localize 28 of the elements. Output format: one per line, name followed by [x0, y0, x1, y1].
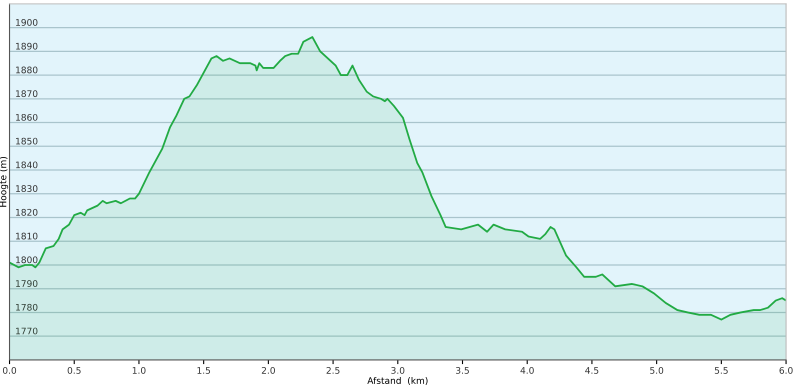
- x-tick-label: 0.0: [2, 367, 16, 374]
- y-tick-label: 1880: [16, 66, 38, 74]
- x-tick-label: 1.0: [132, 367, 146, 374]
- y-tick-label: 1830: [16, 185, 38, 192]
- y-tick-label: 1850: [16, 138, 38, 145]
- x-tick-label: 2.0: [262, 367, 275, 374]
- y-tick-label: 1770: [16, 328, 38, 334]
- y-tick-label: 1900: [16, 19, 38, 26]
- x-axis-title: Afstand (km): [367, 376, 428, 386]
- x-tick-label: 1.5: [197, 367, 210, 374]
- y-tick-label: 1800: [16, 256, 38, 264]
- y-tick-label: 1810: [16, 232, 38, 240]
- x-tick-label: 0.5: [68, 367, 81, 374]
- x-tick-label: 2.5: [326, 367, 340, 374]
- y-tick-label: 1790: [16, 280, 38, 287]
- x-tick-label: 4.5: [585, 367, 598, 374]
- x-tick-label: 4.0: [520, 367, 534, 374]
- y-tick-label: 1820: [16, 208, 38, 216]
- x-tick-label: 3.5: [456, 367, 469, 374]
- y-tick-label: 1890: [16, 42, 38, 50]
- x-tick-label: 5.5: [714, 367, 728, 374]
- x-tick-label: 3.0: [391, 367, 404, 374]
- y-tick-label: 1860: [16, 114, 38, 121]
- y-tick-label: 1870: [16, 90, 38, 98]
- y-tick-label: 1840: [16, 161, 38, 168]
- x-tick-label: 5.0: [650, 367, 664, 374]
- x-tick-label: 6.0: [780, 367, 793, 374]
- y-tick-label: 1780: [16, 304, 38, 311]
